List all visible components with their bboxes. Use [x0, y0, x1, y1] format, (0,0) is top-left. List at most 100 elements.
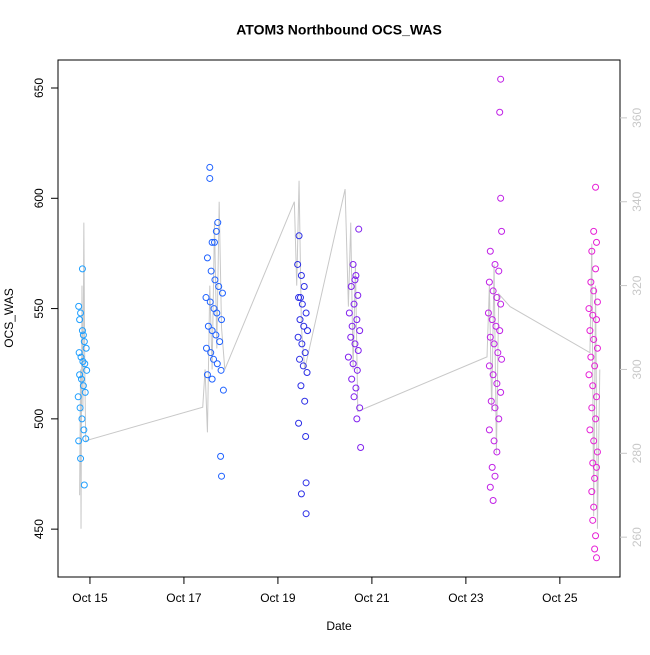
point	[82, 435, 90, 443]
x-tick-label: Oct 25	[542, 591, 578, 605]
point	[216, 338, 224, 346]
point	[352, 384, 360, 392]
point	[78, 265, 86, 273]
point	[590, 287, 598, 295]
y2-tick-label: 340	[630, 191, 644, 211]
point	[202, 344, 210, 352]
point	[348, 322, 356, 330]
point	[207, 349, 215, 357]
point	[83, 366, 91, 374]
point	[495, 267, 503, 275]
point	[485, 426, 493, 434]
series-line	[79, 180, 601, 529]
point	[585, 305, 593, 313]
point	[296, 355, 304, 363]
point	[210, 238, 218, 246]
y2-tick-label: 280	[630, 443, 644, 463]
point	[592, 532, 600, 540]
point	[588, 488, 596, 496]
point	[208, 375, 216, 383]
x-axis-label: Date	[326, 619, 352, 633]
y2-tick-label: 320	[630, 275, 644, 295]
point	[79, 331, 87, 339]
point	[593, 554, 601, 562]
point	[208, 327, 216, 335]
point	[490, 437, 498, 445]
point	[302, 309, 310, 317]
point	[75, 302, 83, 310]
point	[489, 287, 497, 295]
point	[486, 247, 494, 255]
point	[301, 349, 309, 357]
point	[81, 388, 89, 396]
point	[298, 300, 306, 308]
point	[497, 75, 505, 83]
point	[79, 358, 87, 366]
point	[347, 283, 355, 291]
point	[586, 327, 594, 335]
point	[213, 360, 221, 368]
point	[203, 254, 211, 262]
point	[294, 260, 302, 268]
point	[585, 371, 593, 379]
point	[593, 448, 601, 456]
point	[593, 344, 601, 352]
point	[587, 278, 595, 286]
point	[303, 369, 311, 377]
point	[206, 174, 214, 182]
y2-tick-label: 260	[630, 527, 644, 547]
point	[210, 355, 218, 363]
y-tick-label: 450	[32, 519, 46, 539]
point	[592, 183, 600, 191]
y2-tick-label: 300	[630, 359, 644, 379]
point	[353, 366, 361, 374]
point	[204, 322, 212, 330]
point	[77, 375, 85, 383]
point	[304, 327, 312, 335]
point	[588, 247, 596, 255]
chart-title: ATOM3 Northbound OCS_WAS	[236, 22, 442, 38]
point	[489, 496, 497, 504]
x-tick-label: Oct 19	[260, 591, 296, 605]
point	[295, 419, 303, 427]
point	[589, 516, 597, 524]
point	[203, 371, 211, 379]
point	[76, 404, 84, 412]
point	[212, 227, 220, 235]
point	[202, 294, 210, 302]
plot-frame	[57, 59, 621, 578]
point	[356, 327, 364, 335]
point	[74, 393, 82, 401]
point	[488, 463, 496, 471]
point	[78, 415, 86, 423]
point	[351, 276, 359, 284]
point	[496, 327, 504, 335]
point	[353, 415, 361, 423]
point	[78, 327, 86, 335]
point	[213, 309, 221, 317]
point	[207, 267, 215, 275]
point	[496, 108, 504, 116]
x-tick-label: Oct 21	[354, 591, 390, 605]
point	[76, 371, 84, 379]
point	[296, 316, 304, 324]
point	[299, 362, 307, 370]
x-tick-label: Oct 15	[72, 591, 108, 605]
point	[344, 353, 352, 361]
point	[81, 360, 89, 368]
point	[298, 340, 306, 348]
point	[589, 459, 597, 467]
y2-tick-label: 360	[630, 108, 644, 128]
point	[217, 452, 225, 460]
point	[497, 194, 505, 202]
point	[498, 227, 506, 235]
y-tick-label: 500	[32, 409, 46, 429]
point	[491, 472, 499, 480]
point	[206, 163, 214, 171]
point	[593, 463, 601, 471]
point	[77, 309, 85, 317]
point	[486, 483, 494, 491]
point	[588, 404, 596, 412]
point	[491, 404, 499, 412]
point	[295, 232, 303, 240]
